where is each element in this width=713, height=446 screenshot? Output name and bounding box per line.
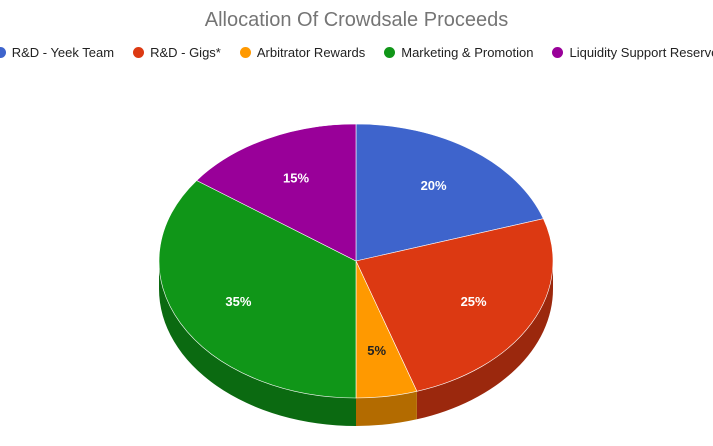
legend-swatch [0, 47, 6, 58]
legend-swatch [552, 47, 564, 58]
slice-data-label: 25% [461, 294, 487, 309]
legend-item[interactable]: Liquidity Support Reserve [552, 45, 713, 60]
legend-item[interactable]: R&D - Yeek Team [0, 45, 114, 60]
legend-label: Liquidity Support Reserve [569, 45, 713, 60]
pie-slice-side [356, 391, 417, 426]
legend-swatch [384, 47, 396, 58]
slice-data-label: 35% [225, 294, 251, 309]
pie-slice[interactable] [196, 123, 357, 262]
legend-item[interactable]: Arbitrator Rewards [239, 45, 366, 60]
chart-title: Allocation Of Crowdsale Proceeds [204, 9, 509, 31]
pie-slice[interactable] [158, 180, 357, 399]
legend-swatch [239, 47, 251, 58]
slice-data-label: 5% [367, 343, 386, 358]
pie-slice-side [416, 261, 553, 420]
slice-data-label: 15% [283, 171, 309, 186]
pie-slice[interactable] [355, 218, 554, 392]
legend-item[interactable]: Marketing & Promotion [384, 45, 533, 60]
legend: R&D - Yeek Team R&D - Gigs* Arbitrator Rew… [0, 45, 713, 60]
slice-data-label: 20% [421, 178, 447, 193]
pie-slice[interactable] [355, 123, 544, 262]
legend-label: R&D - Gigs* [150, 45, 221, 60]
legend-swatch [133, 47, 145, 58]
legend-label: R&D - Yeek Team [11, 45, 115, 60]
legend-label: Arbitrator Rewards [256, 45, 366, 60]
legend-item[interactable]: R&D - Gigs* [133, 45, 221, 60]
legend-label: Marketing & Promotion [401, 45, 534, 60]
